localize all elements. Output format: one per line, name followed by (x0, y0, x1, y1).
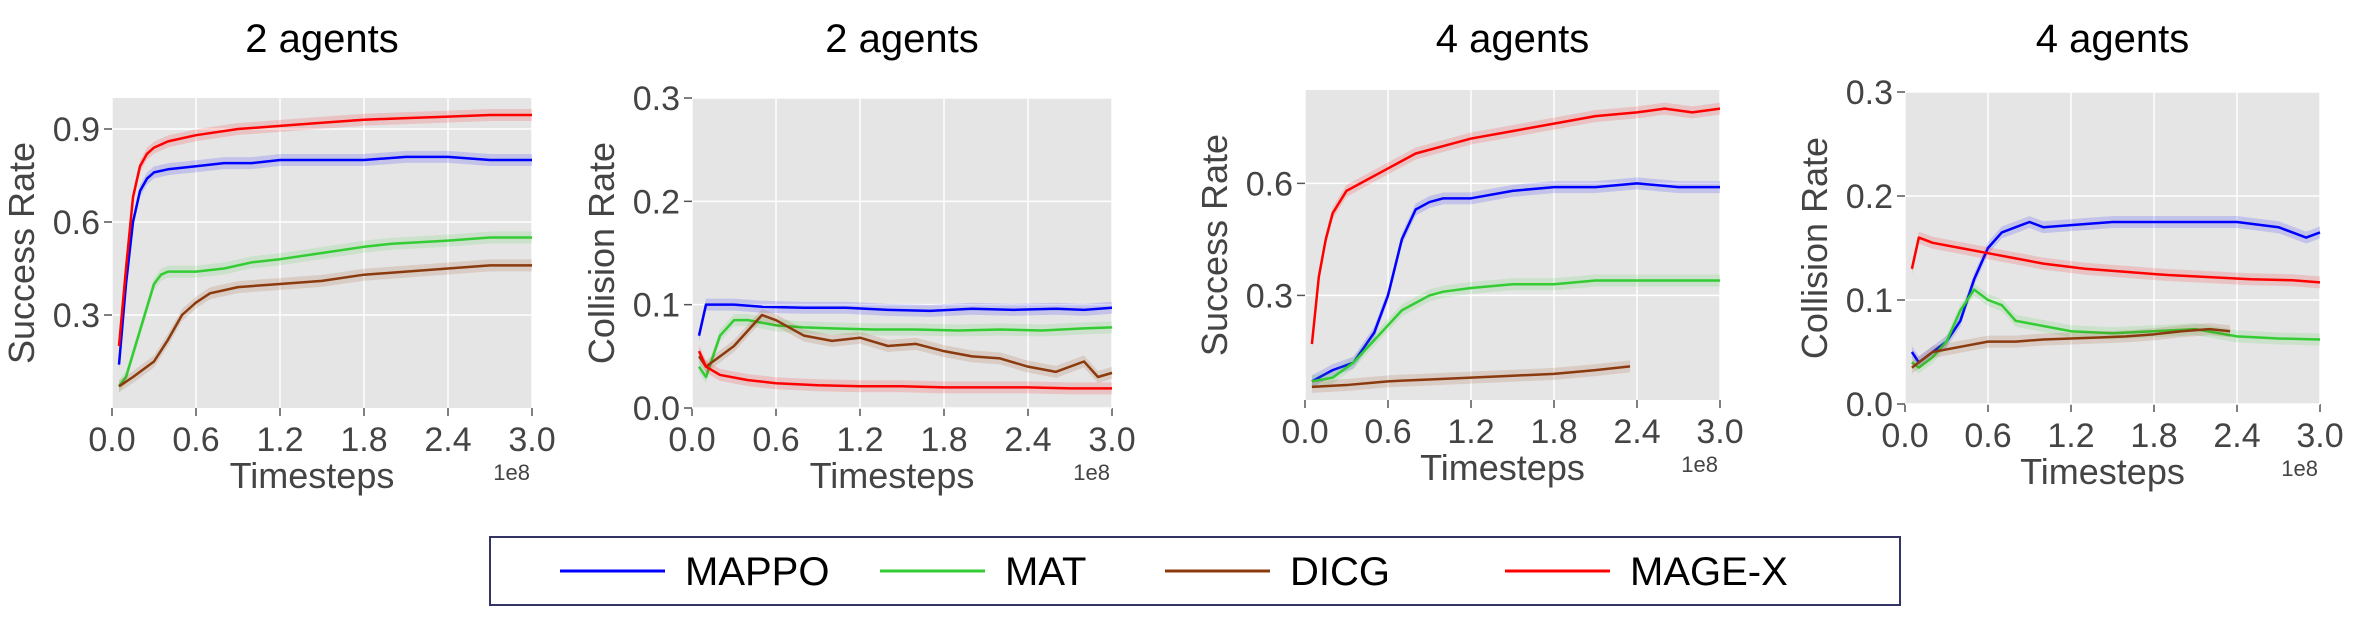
x-axis-label: Timesteps (2020, 451, 2185, 492)
y-tick-label: 0.9 (53, 111, 100, 149)
series-band-mappo (1911, 216, 2320, 369)
chart-panels: 0.0 0.6 1.2 1.8 2.4 3.0 0.3 0.6 0.9 2 agents Times… (1, 17, 2344, 496)
x-tick-label: 3.0 (508, 421, 555, 459)
x-tick-label: 2.4 (1613, 413, 1660, 451)
series-line-mat (118, 236, 532, 388)
chart-title: 4 agents (1436, 17, 1589, 61)
y-axis-label: Collision Rate (581, 142, 622, 364)
y-tick-label: 0.0 (1846, 386, 1893, 424)
chart-panel-4: 0.0 0.6 1.2 1.8 2.4 3.0 0.0 0.1 0.2 0.3 4 agents Ti… (1794, 17, 2344, 492)
x-tick-label: 0.6 (1364, 413, 1411, 451)
y-tick-label: 0.3 (633, 80, 680, 118)
x-tick-label: 1.8 (1530, 413, 1577, 451)
x-axis-label: Timesteps (1420, 447, 1585, 488)
x-tick-label: 0.6 (172, 421, 219, 459)
chart-title: 2 agents (245, 17, 398, 61)
chart-panel-3: 0.0 0.6 1.2 1.8 2.4 3.0 0.3 0.6 4 agents Timestep… (1194, 17, 1744, 488)
series-line-mat (697, 318, 1113, 379)
series-band-mappo (1311, 177, 1720, 388)
y-axis-label: Collision Rate (1794, 137, 1835, 359)
chart-panel-2: 0.0 0.6 1.2 1.8 2.4 3.0 0.0 0.1 0.2 0.3 2 agents Ti… (581, 17, 1136, 496)
series-band-dicg (119, 259, 532, 393)
y-tick-label: 0.1 (1846, 282, 1893, 320)
y-tick-label: 0.3 (1846, 74, 1893, 112)
series-band-mat (699, 314, 1112, 383)
legend-entry-mappo: MAPPO (560, 550, 829, 594)
x-tick-label: 1.2 (2047, 417, 2094, 455)
series-band-mat (1911, 283, 2320, 374)
series-band-mat (119, 231, 532, 393)
series-line-mage-x (697, 350, 1112, 390)
x-tick-label: 3.0 (1088, 421, 1135, 459)
y-tick-label: 0.6 (53, 204, 100, 242)
series-line-mage-x (1910, 236, 2321, 284)
x-tick-label: 0.6 (1964, 417, 2011, 455)
plot-area (692, 98, 1112, 408)
series-line-mappo (697, 303, 1113, 336)
y-tick-label: 0.1 (633, 287, 680, 325)
series-line-mage-x (117, 113, 532, 347)
x-multiplier-label: 1e8 (1073, 460, 1110, 485)
y-tick-label: 0.2 (1846, 178, 1893, 216)
series-line-dicg (1311, 365, 1631, 389)
chart-panel-1: 0.0 0.6 1.2 1.8 2.4 3.0 0.3 0.6 0.9 2 agents Times… (1, 17, 556, 496)
x-tick-label: 1.2 (836, 421, 883, 459)
x-tick-label: 2.4 (424, 421, 471, 459)
x-tick-label: 3.0 (1696, 413, 1743, 451)
y-tick-label: 0.6 (1246, 165, 1293, 203)
series-line-mappo (117, 155, 532, 365)
x-tick-label: 2.4 (2213, 417, 2260, 455)
x-tick-label: 1.8 (340, 421, 387, 459)
series-band-dicg (699, 309, 1112, 383)
x-multiplier-label: 1e8 (1681, 452, 1718, 477)
series-band-mage-x (699, 345, 1112, 395)
plot-area (1305, 90, 1720, 400)
x-tick-label: 1.2 (256, 421, 303, 459)
legend-label: MAGE-X (1630, 550, 1788, 594)
legend-entry-dicg: DICG (1165, 550, 1390, 594)
legend-label: MAPPO (685, 550, 829, 594)
series-band-mappo (119, 150, 532, 371)
series-line-mat (1911, 288, 2321, 369)
legend-label: DICG (1290, 550, 1390, 594)
x-tick-label: 1.8 (920, 421, 967, 459)
series-line-dicg (118, 264, 532, 388)
x-multiplier-label: 1e8 (493, 460, 530, 485)
plot-area (1905, 92, 2320, 404)
x-axis-label: Timesteps (810, 455, 975, 496)
series-line-dicg (697, 313, 1113, 379)
legend: MAPPO MAT DICG MAGE-X (489, 536, 1901, 606)
y-axis-label: Success Rate (1, 142, 42, 364)
x-tick-label: 3.0 (2296, 417, 2343, 455)
y-tick-label: 0.3 (1246, 277, 1293, 315)
series-line-mage-x (1310, 107, 1721, 345)
x-multiplier-label: 1e8 (2281, 456, 2318, 481)
series-line-mappo (1311, 182, 1720, 383)
x-tick-label: 0.6 (752, 421, 799, 459)
x-tick-label: 1.2 (1447, 413, 1494, 451)
x-tick-label: 1.8 (2130, 417, 2177, 455)
x-tick-label: 0.0 (1281, 413, 1328, 451)
x-axis-label: Timesteps (230, 455, 395, 496)
legend-label: MAT (1005, 550, 1086, 594)
y-tick-label: 0.0 (633, 390, 680, 428)
y-tick-label: 0.2 (633, 183, 680, 221)
chart-title: 2 agents (825, 17, 978, 61)
x-tick-label: 2.4 (1004, 421, 1051, 459)
x-tick-label: 0.0 (668, 421, 715, 459)
series-line-dicg (1911, 327, 2231, 369)
series-band-mage-x (1911, 231, 2320, 289)
legend-entry-mage-x: MAGE-X (1505, 550, 1788, 594)
chart-title: 4 agents (2036, 17, 2189, 61)
x-tick-label: 0.0 (1881, 417, 1928, 455)
legend-entry-mat: MAT (880, 550, 1086, 594)
x-tick-label: 0.0 (88, 421, 135, 459)
y-axis-label: Success Rate (1194, 134, 1235, 356)
y-tick-label: 0.3 (53, 297, 100, 335)
series-line-mat (1311, 279, 1720, 383)
